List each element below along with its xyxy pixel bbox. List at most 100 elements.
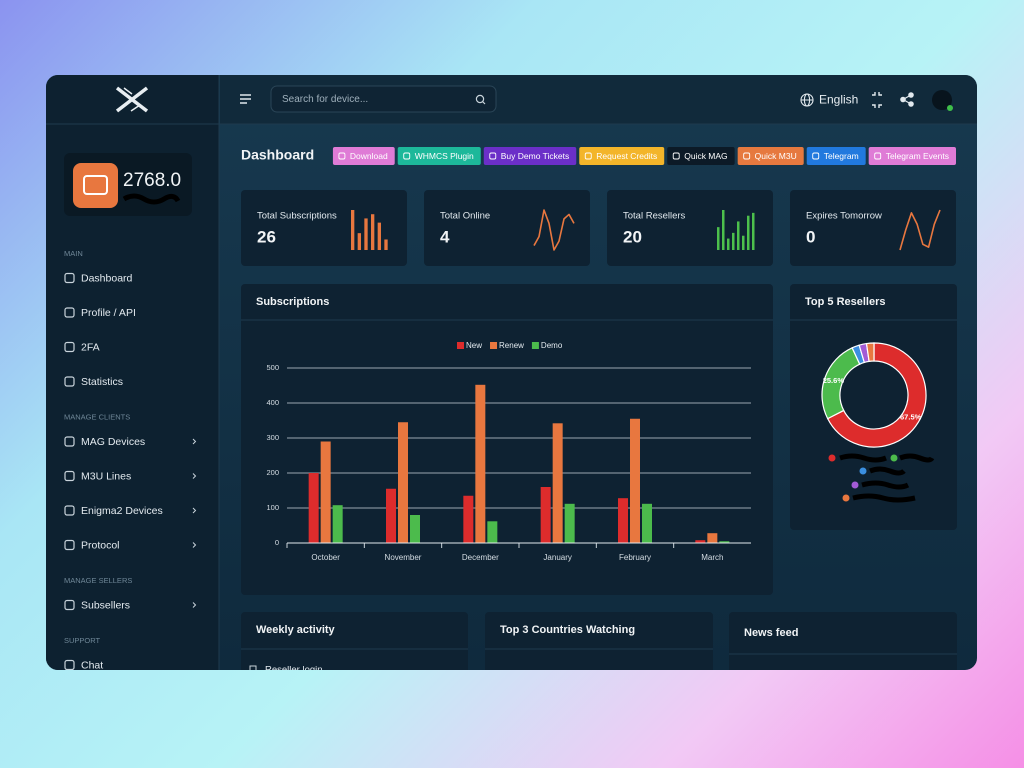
nav-item[interactable]: M3U Lines: [81, 470, 131, 482]
sparkline-bar: [384, 239, 388, 250]
sparkline-bar: [717, 227, 720, 250]
panel-title: Top 3 Countries Watching: [500, 624, 635, 636]
resellers-panel: [790, 284, 957, 530]
x-tick-label: January: [543, 553, 571, 562]
bar: [475, 384, 486, 543]
nav-item[interactable]: Chat: [81, 659, 103, 671]
nav-item[interactable]: Statistics: [81, 376, 123, 388]
stat-card: [607, 190, 773, 266]
nav-item[interactable]: Profile / API: [81, 307, 136, 319]
x-tick-label: November: [385, 553, 422, 562]
action-button-label[interactable]: WHMCS Plugin: [415, 151, 474, 161]
action-button[interactable]: [737, 147, 804, 165]
menu-toggle[interactable]: [240, 94, 251, 104]
button-icon: [743, 152, 751, 160]
action-button[interactable]: [868, 147, 956, 165]
fullscreen-icon[interactable]: [872, 92, 882, 108]
donut-segment: [865, 342, 875, 363]
legend-label: Renew: [499, 341, 524, 350]
action-button-label[interactable]: Request Credits: [596, 151, 657, 161]
legend-swatch: [890, 454, 898, 462]
nav-item[interactable]: Subsellers: [81, 599, 130, 611]
bar: [630, 418, 640, 543]
bar: [540, 487, 551, 543]
action-button[interactable]: [579, 147, 665, 165]
stat-value: 26: [257, 227, 276, 246]
bar: [707, 533, 718, 543]
bar: [487, 521, 498, 543]
action-button-label[interactable]: Telegram Events: [886, 151, 949, 161]
stat-value: 4: [440, 227, 450, 246]
bar: [332, 505, 343, 543]
y-tick-label: 0: [275, 538, 279, 547]
y-tick-label: 400: [266, 398, 279, 407]
bar: [386, 488, 396, 543]
nav-item[interactable]: MAG Devices: [81, 436, 145, 448]
donut-segment: [826, 342, 927, 448]
balance-amount: 2768.0: [123, 170, 181, 191]
panel: [241, 612, 468, 670]
logo[interactable]: [115, 86, 149, 113]
action-button[interactable]: [397, 147, 481, 165]
search-icon[interactable]: [475, 94, 486, 105]
nav-item[interactable]: Protocol: [81, 539, 120, 551]
search-box[interactable]: [270, 85, 497, 113]
y-tick-label: 200: [266, 468, 279, 477]
button-icon: [403, 152, 411, 160]
x-tick-label: October: [311, 553, 340, 562]
sparkline-bar: [364, 218, 368, 250]
legend-label: New: [466, 341, 482, 350]
sparkline-bar: [752, 212, 755, 250]
action-button-label[interactable]: Quick M3U: [755, 151, 797, 161]
nav-section-title: SUPPORT: [64, 636, 101, 645]
y-tick-label: 500: [266, 363, 279, 372]
wallet-icon: [73, 163, 118, 208]
y-tick-label: 100: [266, 503, 279, 512]
user-avatar[interactable]: [932, 90, 952, 110]
nav-icon: [64, 659, 75, 670]
action-button-label[interactable]: Buy Demo Tickets: [501, 151, 570, 161]
action-button[interactable]: [667, 147, 735, 165]
panel-title: Weekly activity: [256, 624, 336, 636]
legend-swatch: [828, 454, 836, 462]
action-button[interactable]: [806, 147, 866, 165]
action-button-label[interactable]: Download: [350, 151, 388, 161]
nav-chevron: [192, 473, 197, 479]
bar: [564, 503, 575, 543]
nav-item[interactable]: 2FA: [81, 341, 100, 353]
sparkline-bar: [727, 238, 730, 250]
panel: [485, 612, 713, 670]
bar: [642, 503, 652, 543]
bar: [552, 423, 563, 543]
language-icon[interactable]: [800, 93, 814, 107]
nav-section-title: MANAGE CLIENTS: [64, 412, 130, 421]
action-button-label[interactable]: Quick MAG: [684, 151, 727, 161]
stat-label: Total Subscriptions: [257, 211, 337, 222]
bar: [398, 422, 408, 543]
nav-icon: [64, 436, 75, 447]
panel-title: News feed: [744, 627, 798, 639]
share-icon[interactable]: [900, 92, 914, 107]
nav-item[interactable]: Dashboard: [81, 272, 133, 284]
nav-icon: [64, 599, 75, 611]
nav-item[interactable]: Enigma2 Devices: [81, 505, 163, 517]
action-button[interactable]: [332, 147, 395, 165]
legend-swatch: [531, 342, 539, 349]
language-selector[interactable]: English: [819, 93, 858, 107]
online-status: [947, 105, 953, 111]
button-icon: [338, 152, 346, 160]
activity-item: Reseller login: [265, 665, 323, 676]
action-button-label[interactable]: Telegram: [824, 151, 859, 161]
stat-value: 20: [623, 227, 642, 246]
sparkline-bar: [722, 210, 725, 250]
legend-swatch: [851, 481, 859, 489]
button-icon: [489, 152, 497, 160]
nav-icon: [64, 505, 75, 516]
redacted-text: [122, 193, 181, 205]
nav-section-title: MAIN: [64, 249, 83, 258]
sparkline-bar: [357, 233, 361, 250]
x-tick-label: February: [619, 553, 651, 562]
legend-swatch: [457, 342, 464, 349]
action-button[interactable]: [483, 147, 577, 165]
